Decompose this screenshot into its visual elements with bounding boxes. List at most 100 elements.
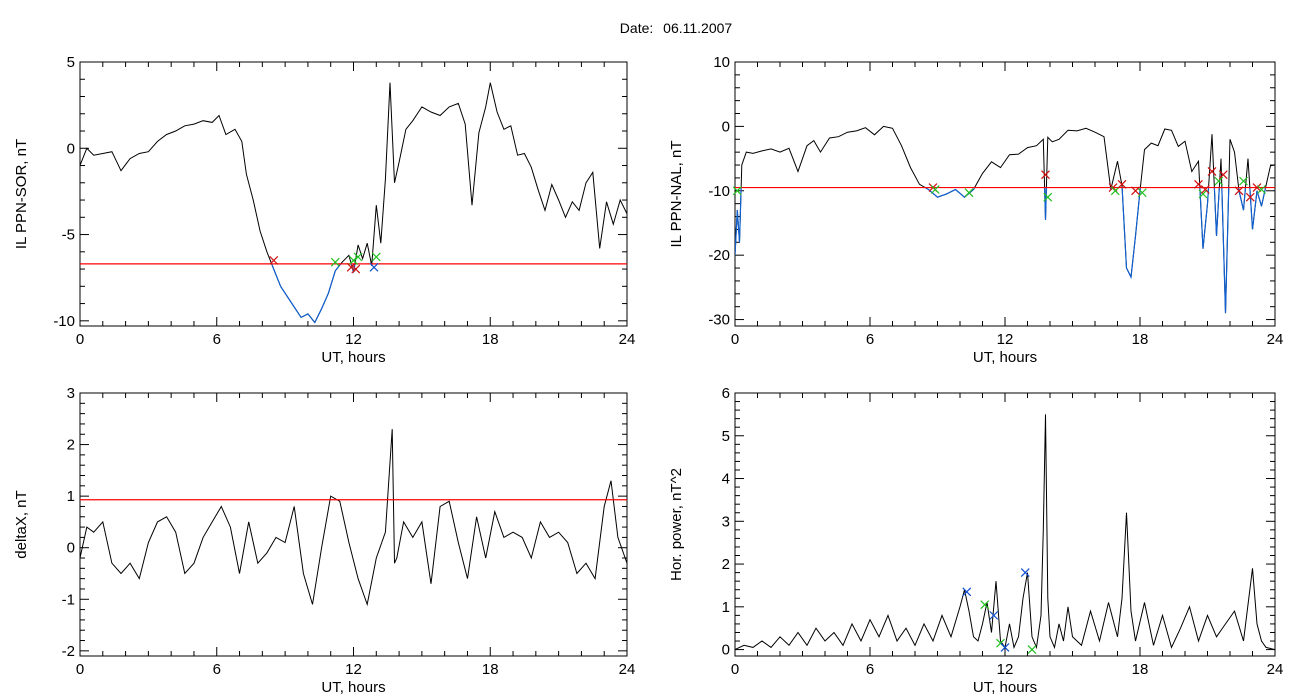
event-marker bbox=[269, 256, 279, 265]
y-tick-label: 1 bbox=[722, 599, 730, 616]
event-marker bbox=[1234, 186, 1244, 196]
event-marker bbox=[1137, 188, 1147, 198]
x-tick-label: 24 bbox=[619, 661, 636, 678]
plot-frame bbox=[79, 61, 628, 327]
event-marker bbox=[1027, 645, 1037, 655]
event-marker bbox=[989, 610, 999, 620]
x-axis-title: UT, hours bbox=[321, 679, 385, 696]
x-tick-label: 0 bbox=[76, 331, 84, 348]
y-axis-title: Hor. power, nT^2 bbox=[668, 468, 685, 581]
y-tick-label: 5 bbox=[722, 428, 730, 445]
x-tick-label: 24 bbox=[1267, 331, 1284, 348]
panel-ppn-nal: 0 6 12 18 24 -30 -20 -10 0 10 UT, hours IL PPN-NAL,… bbox=[668, 54, 1283, 366]
x-tick-label: 18 bbox=[482, 661, 499, 678]
y-tick-label: -30 bbox=[708, 312, 730, 329]
event-marker bbox=[1020, 568, 1030, 578]
event-marker bbox=[1041, 170, 1050, 180]
x-tick-label: 18 bbox=[1132, 661, 1149, 678]
y-tick-label: -2 bbox=[62, 643, 75, 660]
event-marker bbox=[1207, 167, 1217, 176]
y-tick-label: 10 bbox=[713, 54, 730, 71]
date-label: Date: bbox=[620, 20, 653, 36]
event-marker bbox=[732, 186, 742, 196]
y-tick-label: 6 bbox=[722, 385, 730, 402]
y-tick-label: 2 bbox=[722, 556, 730, 573]
x-axis-title: UT, hours bbox=[973, 679, 1037, 696]
x-axis-title: UT, hours bbox=[321, 349, 385, 366]
event-marker bbox=[1043, 192, 1053, 202]
y-tick-label: -5 bbox=[62, 227, 75, 244]
event-marker bbox=[330, 257, 340, 267]
y-axis-title: IL PPN-SOR, nT bbox=[13, 139, 30, 249]
event-marker bbox=[1214, 176, 1224, 186]
event-marker bbox=[930, 185, 940, 194]
x-tick-label: 6 bbox=[866, 331, 874, 348]
series-line bbox=[80, 429, 627, 607]
plot-frame bbox=[734, 392, 1276, 657]
y-tick-label: 5 bbox=[67, 54, 75, 71]
event-marker bbox=[964, 188, 974, 198]
event-marker bbox=[351, 264, 361, 274]
y-tick-label: 0 bbox=[722, 642, 730, 659]
y-tick-label: -10 bbox=[53, 313, 75, 330]
y-tick-label: 0 bbox=[67, 540, 75, 557]
event-marker bbox=[346, 262, 356, 272]
event-marker bbox=[1257, 185, 1266, 194]
x-tick-label: 12 bbox=[997, 331, 1014, 348]
y-tick-label: 2 bbox=[67, 437, 75, 454]
y-tick-label: -1 bbox=[62, 591, 75, 608]
x-tick-label: 12 bbox=[345, 661, 362, 678]
x-tick-label: 0 bbox=[731, 331, 739, 348]
y-tick-label: -10 bbox=[708, 183, 730, 200]
panel-ppn-sor: 0 6 12 18 24 -10 -5 0 5 UT, hours IL PPN-SOR, nT bbox=[13, 54, 635, 366]
event-marker bbox=[1131, 186, 1140, 196]
plot-frame bbox=[79, 392, 628, 657]
plot-frame bbox=[734, 61, 1276, 327]
x-tick-label: 12 bbox=[345, 331, 362, 348]
event-marker bbox=[353, 252, 363, 262]
figure-title: Date: 06.11.2007 bbox=[620, 20, 733, 36]
event-marker bbox=[980, 600, 990, 610]
x-tick-label: 0 bbox=[76, 661, 84, 678]
y-tick-label: 3 bbox=[67, 385, 75, 402]
x-tick-label: 6 bbox=[213, 331, 221, 348]
event-marker bbox=[1000, 643, 1010, 652]
event-marker bbox=[1194, 179, 1203, 189]
event-marker bbox=[369, 262, 379, 272]
y-tick-label: 1 bbox=[67, 488, 75, 505]
event-marker bbox=[1200, 185, 1210, 194]
x-tick-label: 0 bbox=[731, 661, 739, 678]
series-line bbox=[735, 125, 1275, 314]
event-marker bbox=[1117, 179, 1127, 189]
y-tick-label: -20 bbox=[708, 247, 730, 264]
x-tick-label: 18 bbox=[482, 331, 499, 348]
date-value: 06.11.2007 bbox=[663, 20, 732, 36]
series-line bbox=[735, 414, 1275, 651]
event-marker bbox=[1198, 189, 1208, 199]
x-tick-label: 24 bbox=[619, 331, 636, 348]
x-tick-label: 6 bbox=[866, 661, 874, 678]
x-tick-label: 6 bbox=[213, 661, 221, 678]
y-axis-title: IL PPN-NAL, nT bbox=[668, 141, 685, 248]
event-marker bbox=[1218, 170, 1228, 180]
x-tick-label: 12 bbox=[997, 661, 1014, 678]
x-axis-title: UT, hours bbox=[973, 349, 1037, 366]
y-axis-title: deltaX, nT bbox=[13, 490, 30, 558]
event-marker bbox=[371, 252, 381, 262]
event-marker bbox=[1245, 192, 1255, 202]
series-below-threshold bbox=[735, 187, 1267, 314]
series-below-threshold bbox=[271, 263, 373, 324]
x-tick-label: 24 bbox=[1267, 661, 1284, 678]
event-marker bbox=[962, 587, 972, 597]
y-tick-label: 0 bbox=[67, 140, 75, 157]
event-marker bbox=[349, 256, 358, 265]
x-tick-label: 18 bbox=[1132, 331, 1149, 348]
event-marker bbox=[1239, 176, 1248, 186]
y-tick-label: 3 bbox=[722, 513, 730, 530]
y-tick-label: 0 bbox=[722, 118, 730, 135]
series-line bbox=[80, 82, 627, 324]
y-tick-label: 4 bbox=[722, 471, 730, 488]
